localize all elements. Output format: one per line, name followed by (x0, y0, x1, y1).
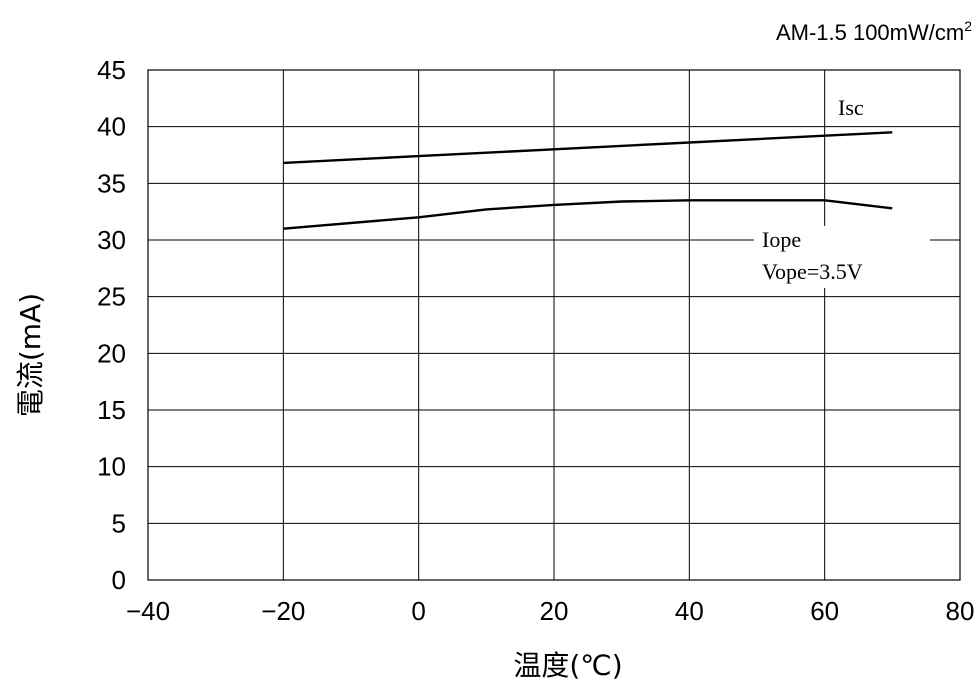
y-tick-label: 25 (97, 282, 126, 312)
condition-note: AM-1.5 100mW/cm2 (776, 18, 972, 45)
x-tick-label: 80 (946, 596, 975, 626)
y-tick-label: 5 (112, 508, 126, 538)
x-tick-label: 20 (540, 596, 569, 626)
series-lines (283, 131, 893, 230)
iope-label-background (754, 226, 930, 288)
plot-frame (147, 69, 961, 581)
grid (148, 70, 960, 580)
x-tick-labels: −40 −20 0 20 40 60 80 (126, 596, 975, 626)
x-tick-label: −20 (261, 596, 305, 626)
x-tick-label: 60 (810, 596, 839, 626)
y-tick-label: 45 (97, 55, 126, 85)
series-label-isc: Isc (838, 95, 864, 120)
x-tick-label: 0 (411, 596, 425, 626)
x-axis-title: 温度(℃) (513, 649, 622, 682)
y-tick-label: 15 (97, 395, 126, 425)
y-axis-title: 電流(mA) (14, 293, 47, 417)
x-tick-label: 40 (675, 596, 704, 626)
series-label-iope: Iope (762, 227, 801, 252)
condition-text: AM-1.5 100mW/cm (776, 20, 964, 45)
y-tick-label: 35 (97, 168, 126, 198)
x-tick-label: −40 (126, 596, 170, 626)
y-tick-label: 30 (97, 225, 126, 255)
y-tick-label: 10 (97, 452, 126, 482)
y-tick-label: 40 (97, 112, 126, 142)
condition-superscript: 2 (964, 18, 972, 34)
y-tick-label: 0 (112, 565, 126, 595)
y-tick-label: 20 (97, 338, 126, 368)
series-line-iope (283, 199, 893, 230)
y-tick-labels: 0 5 10 15 20 25 30 35 40 45 (97, 55, 126, 595)
series-label-vope: Vope=3.5V (762, 259, 863, 284)
series-line-isc (283, 131, 893, 165)
